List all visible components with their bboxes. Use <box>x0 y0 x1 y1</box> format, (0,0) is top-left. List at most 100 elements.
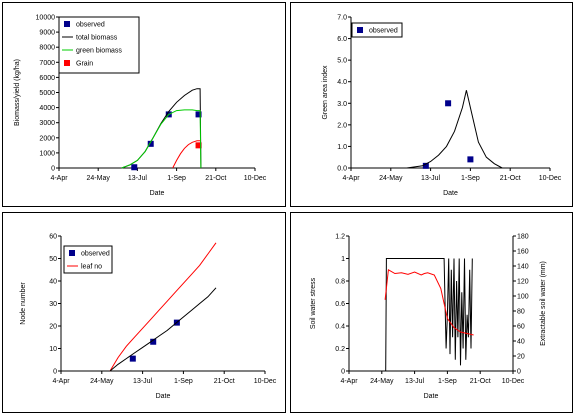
y-tick-label: 5.0 <box>337 58 347 65</box>
node-number-chart-panel: 0 10 20 30 40 50 60 4-Apr 24-May 13-Jul 1-Sep 21-Oc… <box>2 212 286 413</box>
y-tick-label: 2.0 <box>337 122 347 129</box>
y-tick-label: 0.2 <box>335 346 345 353</box>
y-tick-label: 1.0 <box>337 144 347 151</box>
y-tick-label: 0.4 <box>335 324 345 331</box>
y-tick-label: 3.0 <box>337 101 347 108</box>
series-line-unnamed <box>384 268 474 336</box>
y-tick-label: 30 <box>49 301 57 308</box>
y-tick-label: 3000 <box>39 120 55 127</box>
y-tick-label: 7000 <box>39 60 55 67</box>
x-tick-label: 13-Jul <box>128 175 148 182</box>
y-tick-label: 40 <box>49 279 57 286</box>
data-point-observed <box>131 164 138 171</box>
y2-tick-label: 160 <box>517 249 529 256</box>
data-point-observed <box>129 355 136 362</box>
y2-tick-label: 180 <box>517 234 529 241</box>
y-tick-label: 0 <box>53 369 57 376</box>
x-tick-label: 21-Oct <box>205 175 226 182</box>
legend-label: leaf no <box>81 264 102 271</box>
y-tick-label: 0.6 <box>335 301 345 308</box>
y-axis-label: Green area index <box>322 65 329 120</box>
y-tick-label: 1.2 <box>335 234 345 241</box>
y-axis-label: Biomass/yield (kg/ha) <box>14 59 21 126</box>
legend-label: total biomass <box>76 35 118 42</box>
x-tick-label: 13-Jul <box>405 378 425 385</box>
x-tick-label: 24-May <box>379 175 403 182</box>
data-point-Grain <box>195 142 202 149</box>
y-axis-label: Soil water stress <box>310 277 317 329</box>
x-tick-label: 24-May <box>87 175 111 182</box>
y-tick-label: 0 <box>51 166 55 173</box>
x-tick-label: 10-Dec <box>539 175 562 182</box>
biomass-chart-panel: 0 1000 2000 3000 4000 5000 6000 7000 8000 9000 100… <box>2 2 286 207</box>
y2-tick-label: 120 <box>517 279 529 286</box>
legend-label: observed <box>369 28 398 35</box>
y-tick-label: 9000 <box>39 30 55 37</box>
y-tick-label: 0.8 <box>335 279 345 286</box>
legend-label: observed <box>81 251 110 258</box>
series-line-total-biomass <box>121 88 202 169</box>
y-tick-label: 0.0 <box>337 166 347 173</box>
series-line-green-biomass <box>121 109 202 169</box>
legend-box <box>351 22 403 38</box>
y2-axis-label: Extractable soil water (mm) <box>540 261 547 346</box>
chart-3-svg: 0 10 20 30 40 50 60 4-Apr 24-May 13-Jul 1-Sep 21-Oc… <box>20 234 277 401</box>
y-tick-label: 4000 <box>39 105 55 112</box>
series-line-unnamed <box>109 287 217 372</box>
chart-4-svg: 0 0.2 0.4 0.6 0.8 1 1.2 0 20 40 60 80 100 120 140 160 18… <box>310 234 547 401</box>
x-tick-label: 4-Apr <box>50 175 68 182</box>
legend-label: observed <box>76 22 105 29</box>
x-tick-label: 13-Jul <box>133 378 153 385</box>
x-tick-label: 21-Oct <box>470 378 491 385</box>
x-tick-label: 4-Apr <box>340 378 358 385</box>
y2-tick-label: 60 <box>517 324 525 331</box>
legend-marker <box>64 21 70 27</box>
y-tick-label: 10000 <box>36 15 56 22</box>
y-tick-label: 7.0 <box>337 15 347 22</box>
legend-label: Grain <box>76 61 93 68</box>
y-tick-label: 20 <box>49 324 57 331</box>
data-point-observed <box>195 111 202 118</box>
data-point-observed <box>422 162 429 169</box>
y-tick-label: 6000 <box>39 75 55 82</box>
x-tick-label: 24-May <box>370 378 394 385</box>
x-axis-label: Date <box>156 393 171 400</box>
chart-2-svg: 0.0 1.0 2.0 3.0 4.0 5.0 6.0 7.0 4-Apr 24-May 13-Ju… <box>322 15 562 198</box>
data-point-observed <box>445 100 452 107</box>
x-axis-label: Date <box>443 190 458 197</box>
y-tick-label: 4.0 <box>337 79 347 86</box>
y-tick-label: 6.0 <box>337 36 347 43</box>
y2-tick-label: 20 <box>517 354 525 361</box>
y-tick-label: 1000 <box>39 150 55 157</box>
y-tick-label: 8000 <box>39 45 55 52</box>
data-point-observed <box>467 156 474 163</box>
y-tick-label: 10 <box>49 346 57 353</box>
x-tick-label: 21-Oct <box>214 378 235 385</box>
x-tick-label: 10-Dec <box>244 175 267 182</box>
series-line-Grain <box>172 140 201 169</box>
chart-1-svg: 0 1000 2000 3000 4000 5000 6000 7000 8000 9000 100… <box>14 15 267 198</box>
y-axis-label: Node number <box>20 282 27 325</box>
y2-tick-label: 100 <box>517 294 529 301</box>
x-tick-label: 1-Sep <box>438 378 457 385</box>
y2-tick-label: 80 <box>517 309 525 316</box>
x-tick-label: 13-Jul <box>421 175 441 182</box>
y2-tick-label: 0 <box>517 369 521 376</box>
y-tick-label: 0 <box>341 369 345 376</box>
series-line-leaf-no <box>109 242 217 372</box>
y2-tick-label: 40 <box>517 339 525 346</box>
data-point-observed <box>147 140 154 147</box>
x-tick-label: 1-Sep <box>461 175 480 182</box>
y2-tick-label: 140 <box>517 264 529 271</box>
y-tick-label: 2000 <box>39 135 55 142</box>
x-axis-label: Date <box>150 190 165 197</box>
data-point-observed <box>150 338 157 345</box>
y-tick-label: 5000 <box>39 90 55 97</box>
y-tick-label: 60 <box>49 234 57 241</box>
y-tick-label: 50 <box>49 256 57 263</box>
x-tick-label: 4-Apr <box>52 378 70 385</box>
legend-marker <box>64 60 70 66</box>
x-tick-label: 1-Sep <box>167 175 186 182</box>
series-line-unnamed <box>385 258 473 372</box>
y-tick-label: 1 <box>341 256 345 263</box>
